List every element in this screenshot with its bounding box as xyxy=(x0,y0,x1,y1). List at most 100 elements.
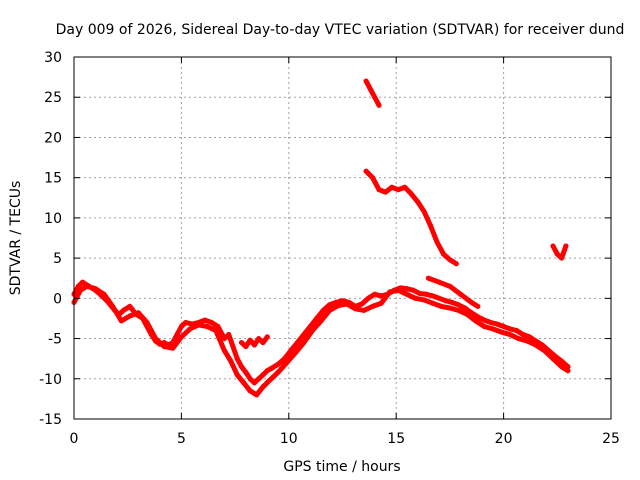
data-point xyxy=(541,348,547,354)
tick-labels: 0 5 10 15 20 25 -15 -10 -5 0 5 10 15 20 25 30 xyxy=(39,50,620,447)
data-point xyxy=(481,317,487,323)
data-point xyxy=(430,300,436,306)
data-point xyxy=(77,287,83,293)
data-point xyxy=(395,187,401,193)
data-point xyxy=(436,279,442,285)
data-point xyxy=(221,348,227,354)
data-point xyxy=(499,329,504,335)
data-point xyxy=(367,86,373,92)
data-point xyxy=(559,255,565,261)
data-point xyxy=(383,189,388,195)
data-point xyxy=(387,289,393,295)
data-point xyxy=(372,291,378,297)
data-point xyxy=(269,365,275,371)
data-point xyxy=(320,307,326,313)
x-tick-label: 10 xyxy=(280,431,298,447)
data-point xyxy=(183,320,189,325)
data-point xyxy=(118,318,124,324)
data-point xyxy=(161,344,167,350)
data-point xyxy=(153,336,159,342)
data-point xyxy=(533,342,539,348)
data-point xyxy=(327,307,333,313)
data-point xyxy=(288,348,294,354)
plot-frame xyxy=(73,56,612,420)
data-point xyxy=(378,300,384,306)
data-point xyxy=(101,291,107,297)
data-point xyxy=(301,340,307,346)
data-point xyxy=(488,320,494,325)
x-tick-label: 15 xyxy=(387,431,405,447)
data-point xyxy=(423,291,429,297)
data-point xyxy=(372,94,378,100)
data-point xyxy=(135,310,141,316)
data-point xyxy=(352,306,358,312)
ticks xyxy=(73,56,612,420)
data-point xyxy=(443,298,449,304)
x-axis-label: GPS time / hours xyxy=(283,459,400,475)
data-point xyxy=(370,175,376,181)
data-point xyxy=(309,328,315,333)
data-point xyxy=(243,344,249,350)
data-point xyxy=(234,356,240,362)
data-point xyxy=(301,332,307,337)
data-point xyxy=(481,324,487,329)
data-point xyxy=(239,364,244,370)
data-point xyxy=(365,295,371,301)
data-point xyxy=(378,293,384,299)
data-point xyxy=(363,78,369,84)
data-point xyxy=(563,243,569,249)
series-line-late-segment xyxy=(550,243,569,261)
data-point xyxy=(215,324,221,329)
data-point xyxy=(247,376,253,382)
data-point xyxy=(170,345,176,351)
data-point xyxy=(475,303,481,309)
data-point xyxy=(516,336,522,342)
data-point xyxy=(438,303,444,309)
y-tick-label: 25 xyxy=(44,90,62,106)
data-point xyxy=(260,384,266,390)
data-point xyxy=(456,302,461,308)
data-point xyxy=(174,332,180,337)
data-point xyxy=(554,251,560,257)
data-point xyxy=(335,303,341,309)
data-point xyxy=(447,305,453,311)
data-point xyxy=(501,324,507,329)
data-point xyxy=(458,291,464,297)
data-point xyxy=(413,295,418,301)
data-point xyxy=(565,368,571,374)
data-point xyxy=(526,334,532,340)
data-point xyxy=(402,184,408,190)
data-point xyxy=(267,377,272,383)
chart-title: Day 009 of 2026, Sidereal Day-to-day VTE… xyxy=(56,22,625,38)
y-tick-label: -15 xyxy=(39,412,62,428)
data-point xyxy=(520,332,526,337)
data-point xyxy=(550,243,556,249)
data-point xyxy=(110,303,116,309)
data-point xyxy=(228,358,234,364)
y-tick-label: 0 xyxy=(53,291,62,307)
data-point xyxy=(559,364,565,370)
y-axis-label: SDTVAR / TECUs xyxy=(8,181,24,296)
data-point xyxy=(447,283,453,289)
y-tick-label: 5 xyxy=(53,251,62,267)
data-point xyxy=(178,324,184,329)
data-point xyxy=(462,305,468,311)
data-point xyxy=(209,320,214,325)
data-point xyxy=(221,336,227,342)
series-line-high-branch-a xyxy=(363,78,382,108)
data-point xyxy=(294,340,300,346)
data-point xyxy=(247,337,253,343)
data-point xyxy=(410,287,416,293)
data-point xyxy=(196,322,202,328)
grid xyxy=(74,57,611,419)
data-point xyxy=(178,334,184,340)
data-point xyxy=(284,360,290,366)
y-tick-label: 10 xyxy=(44,211,62,227)
data-point xyxy=(254,392,260,398)
x-tick-label: 20 xyxy=(495,431,513,447)
data-point xyxy=(434,239,440,245)
data-point xyxy=(327,302,333,308)
data-point xyxy=(84,283,90,289)
data-point xyxy=(340,298,345,304)
data-point xyxy=(404,286,410,292)
